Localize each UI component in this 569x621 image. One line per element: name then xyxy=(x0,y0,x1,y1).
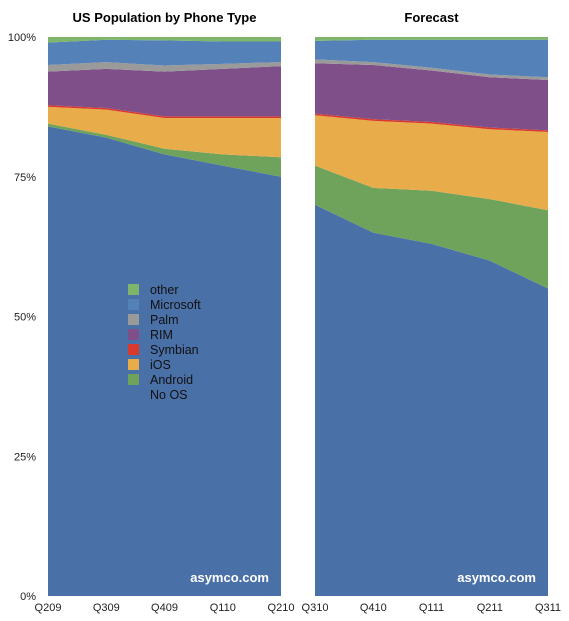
legend-label-other: other xyxy=(150,283,179,297)
area-symbian-panel-1 xyxy=(48,105,281,119)
x-tick-label: Q111 xyxy=(419,602,444,614)
y-tick-label: 100% xyxy=(8,32,36,44)
legend-swatch-symbian xyxy=(128,344,139,355)
area-symbian-panel-2 xyxy=(315,113,548,133)
legend-label-palm: Palm xyxy=(150,313,178,327)
legend-label-ios: iOS xyxy=(150,358,171,372)
legend-swatch-android xyxy=(128,374,139,385)
area-microsoft-panel-2 xyxy=(315,39,548,78)
legend-label-no-os: No OS xyxy=(150,388,188,402)
x-tick-label: Q409 xyxy=(151,602,178,614)
x-tick-label: Q110 xyxy=(210,602,236,614)
x-tick-label: Q309 xyxy=(93,602,120,614)
x-tick-label: Q211 xyxy=(477,602,503,614)
legend-swatch-other xyxy=(128,284,139,295)
legend-label-rim: RIM xyxy=(150,328,173,342)
legend-label-android: Android xyxy=(150,373,193,387)
watermark-2: asymco.com xyxy=(457,570,536,585)
area-other-panel-1 xyxy=(48,37,281,43)
y-tick-label: 25% xyxy=(14,451,36,463)
area-rim-panel-2 xyxy=(315,63,548,131)
panel-title-1: US Population by Phone Type xyxy=(73,10,257,25)
legend-swatch-rim xyxy=(128,329,139,340)
legend-label-symbian: Symbian xyxy=(150,343,199,357)
area-microsoft-panel-1 xyxy=(48,39,281,66)
y-tick-label: 50% xyxy=(14,312,36,324)
panel-title-2: Forecast xyxy=(404,10,459,25)
area-android-panel-1 xyxy=(48,123,281,177)
area-ios-panel-1 xyxy=(48,106,281,158)
legend-swatch-microsoft xyxy=(128,299,139,310)
x-tick-label: Q410 xyxy=(360,602,387,614)
legend-label-microsoft: Microsoft xyxy=(150,298,201,312)
y-tick-label: 0% xyxy=(20,591,36,603)
area-ios-panel-2 xyxy=(315,115,548,211)
area-no-os-panel-1 xyxy=(48,126,281,596)
area-rim-panel-1 xyxy=(48,66,281,117)
watermark-1: asymco.com xyxy=(190,570,269,585)
x-tick-label: Q210 xyxy=(268,602,295,614)
legend-swatch-ios xyxy=(128,359,139,370)
area-other-panel-2 xyxy=(315,37,548,41)
area-palm-panel-1 xyxy=(48,62,281,72)
area-palm-panel-2 xyxy=(315,59,548,81)
x-tick-label: Q209 xyxy=(35,602,62,614)
y-tick-label: 75% xyxy=(14,172,36,184)
x-tick-label: Q311 xyxy=(535,602,561,614)
area-android-panel-2 xyxy=(315,165,548,289)
legend-swatch-palm xyxy=(128,314,139,325)
area-no-os-panel-2 xyxy=(315,204,548,596)
x-tick-label: Q310 xyxy=(302,602,329,614)
